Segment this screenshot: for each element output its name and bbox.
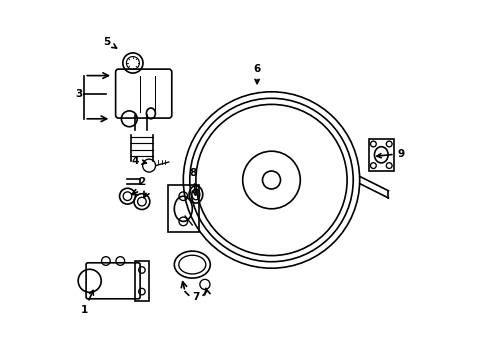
Text: 6: 6 <box>253 64 260 84</box>
Text: 2: 2 <box>138 177 145 187</box>
Bar <box>368 139 393 171</box>
Text: 4: 4 <box>131 156 146 166</box>
Text: 8: 8 <box>189 168 197 195</box>
Text: 1: 1 <box>81 291 93 315</box>
Text: 5: 5 <box>103 37 116 48</box>
Text: 3: 3 <box>75 89 82 99</box>
Bar <box>168 185 198 232</box>
Text: 7: 7 <box>192 292 199 302</box>
Bar <box>134 261 149 301</box>
Text: 9: 9 <box>376 149 404 159</box>
